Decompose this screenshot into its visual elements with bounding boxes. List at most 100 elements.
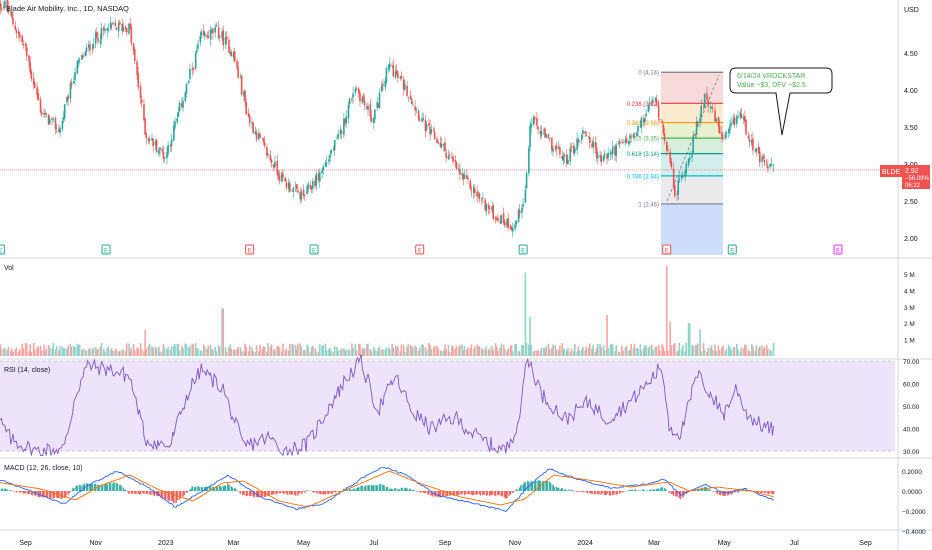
volume-bar[interactable]: [765, 344, 768, 356]
candle-body[interactable]: [2, 6, 5, 8]
macd-histogram-bar[interactable]: [42, 491, 44, 498]
candle-body[interactable]: [107, 29, 110, 31]
candle-body[interactable]: [480, 199, 483, 201]
candle-body[interactable]: [187, 80, 190, 83]
macd-histogram-bar[interactable]: [241, 491, 244, 496]
candle-body[interactable]: [618, 141, 621, 145]
volume-bar[interactable]: [92, 347, 95, 356]
volume-bar[interactable]: [7, 347, 10, 356]
candle-body[interactable]: [129, 24, 131, 28]
volume-bar[interactable]: [640, 350, 643, 356]
macd-histogram-bar[interactable]: [50, 491, 52, 499]
candle-body[interactable]: [289, 183, 291, 192]
candle-body[interactable]: [273, 164, 275, 168]
volume-bar[interactable]: [607, 347, 609, 356]
volume-bar[interactable]: [506, 351, 508, 356]
macd-histogram-bar[interactable]: [279, 491, 282, 494]
candle-body[interactable]: [511, 227, 514, 232]
macd-histogram-bar[interactable]: [603, 491, 606, 496]
candle-body[interactable]: [602, 155, 605, 162]
volume-bar[interactable]: [615, 345, 617, 356]
macd-histogram-bar[interactable]: [416, 491, 419, 492]
macd-histogram-bar[interactable]: [561, 487, 563, 491]
volume-bar[interactable]: [370, 351, 373, 356]
volume-bar[interactable]: [21, 343, 23, 356]
macd-histogram-bar[interactable]: [316, 491, 319, 494]
macd-histogram-bar[interactable]: [327, 491, 329, 494]
macd-histogram-bar[interactable]: [479, 491, 482, 496]
candle-body[interactable]: [184, 92, 187, 102]
volume-bar[interactable]: [403, 351, 406, 356]
candle-body[interactable]: [506, 219, 508, 227]
macd-histogram-bar[interactable]: [131, 491, 134, 494]
candle-body[interactable]: [196, 50, 198, 53]
candle-body[interactable]: [417, 110, 420, 120]
candle-body[interactable]: [77, 59, 80, 63]
volume-bar[interactable]: [706, 351, 708, 356]
volume-bar[interactable]: [502, 344, 505, 356]
macd-histogram-bar[interactable]: [167, 491, 169, 501]
candle-body[interactable]: [15, 30, 18, 34]
volume-bar[interactable]: [348, 349, 351, 356]
candle-body[interactable]: [385, 68, 388, 83]
macd-histogram-bar[interactable]: [633, 489, 636, 491]
candle-body[interactable]: [669, 151, 672, 163]
candle-body[interactable]: [321, 170, 323, 174]
macd-histogram-bar[interactable]: [737, 491, 739, 493]
volume-bar[interactable]: [2, 348, 5, 356]
candle-body[interactable]: [428, 123, 430, 126]
macd-histogram-bar[interactable]: [555, 486, 558, 491]
macd-histogram-bar[interactable]: [104, 483, 106, 491]
candle-body[interactable]: [6, 0, 9, 8]
candle-body[interactable]: [140, 99, 143, 103]
candle-body[interactable]: [647, 104, 650, 112]
macd-histogram-bar[interactable]: [511, 491, 514, 494]
volume-bar[interactable]: [191, 343, 194, 356]
candle-body[interactable]: [137, 73, 140, 88]
volume-bar[interactable]: [687, 323, 690, 356]
candle-body[interactable]: [600, 155, 603, 163]
volume-bar[interactable]: [347, 349, 350, 356]
macd-histogram-bar[interactable]: [571, 490, 574, 491]
annotation-callout[interactable]: 6/14/24 VROCKSTAR Value ~$3, DFV ~$2.5: [729, 67, 833, 136]
candle-body[interactable]: [525, 173, 528, 189]
volume-bar[interactable]: [448, 351, 451, 356]
candle-body[interactable]: [133, 49, 136, 61]
macd-histogram-bar[interactable]: [616, 491, 619, 495]
volume-bar[interactable]: [143, 351, 145, 356]
candle-body[interactable]: [507, 218, 509, 228]
volume-bar[interactable]: [478, 345, 481, 356]
volume-bar[interactable]: [580, 349, 583, 356]
volume-bar[interactable]: [437, 348, 439, 356]
macd-histogram-bar[interactable]: [128, 491, 130, 494]
volume-bar[interactable]: [91, 349, 94, 356]
candle-body[interactable]: [240, 75, 243, 95]
macd-histogram-bar[interactable]: [385, 487, 388, 491]
candle-body[interactable]: [502, 213, 505, 223]
volume-bar[interactable]: [240, 351, 243, 356]
volume-bar[interactable]: [662, 346, 665, 356]
macd-histogram-bar[interactable]: [245, 491, 248, 497]
macd-histogram-bar[interactable]: [618, 491, 621, 494]
volume-bar[interactable]: [74, 347, 76, 356]
volume-bar[interactable]: [387, 347, 390, 356]
volume-bar[interactable]: [430, 349, 433, 356]
candle-body[interactable]: [307, 184, 310, 189]
volume-bar[interactable]: [772, 342, 775, 356]
candle-body[interactable]: [633, 133, 636, 135]
candle-body[interactable]: [661, 120, 663, 123]
macd-histogram-bar[interactable]: [485, 491, 488, 496]
volume-bar[interactable]: [562, 349, 565, 356]
macd-histogram-bar[interactable]: [222, 486, 225, 491]
candle-body[interactable]: [691, 153, 693, 158]
candle-body[interactable]: [433, 132, 436, 140]
candle-body[interactable]: [32, 78, 35, 85]
volume-bar[interactable]: [617, 351, 620, 356]
volume-bar[interactable]: [161, 351, 164, 356]
volume-bar[interactable]: [657, 345, 660, 356]
volume-bar[interactable]: [328, 348, 330, 356]
macd-histogram-bar[interactable]: [408, 488, 411, 491]
candle-body[interactable]: [694, 134, 697, 136]
volume-bar[interactable]: [152, 347, 154, 356]
candle-body[interactable]: [467, 177, 469, 180]
